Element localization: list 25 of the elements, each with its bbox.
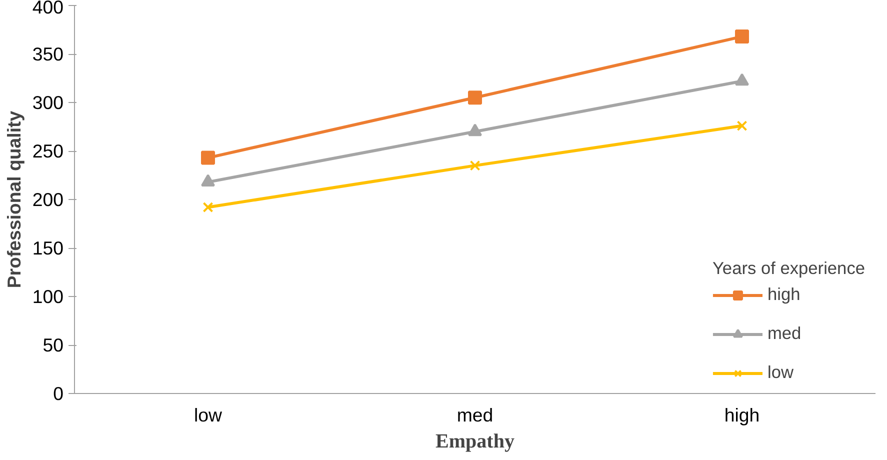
legend-title: Years of experience <box>712 258 865 279</box>
point <box>468 90 482 105</box>
point <box>202 202 214 213</box>
y-tick-label: 0 <box>53 383 64 404</box>
y-tick-label: 100 <box>32 286 64 307</box>
point <box>735 30 749 44</box>
y-tick-label: 150 <box>32 238 64 258</box>
x-tick-label: high <box>724 404 760 426</box>
y-tick-label: 300 <box>32 92 64 113</box>
x-axis-title: Empathy <box>436 430 514 452</box>
y-tick-label: 250 <box>32 140 64 162</box>
legend-label: med <box>767 323 802 344</box>
point <box>470 160 480 171</box>
point <box>201 150 215 165</box>
y-tick-label: 200 <box>32 189 64 210</box>
x-tick-label: med <box>456 404 494 426</box>
legend-label: high <box>767 284 800 305</box>
legend-label: low <box>767 362 794 383</box>
x-tick-label: low <box>194 404 223 426</box>
point <box>201 174 215 187</box>
point <box>736 120 748 132</box>
y-tick-label: 50 <box>42 334 64 356</box>
y-tick-label: 400 <box>32 0 64 18</box>
y-axis-title: Professional quality <box>3 110 24 288</box>
y-tick-label: 350 <box>32 44 64 64</box>
